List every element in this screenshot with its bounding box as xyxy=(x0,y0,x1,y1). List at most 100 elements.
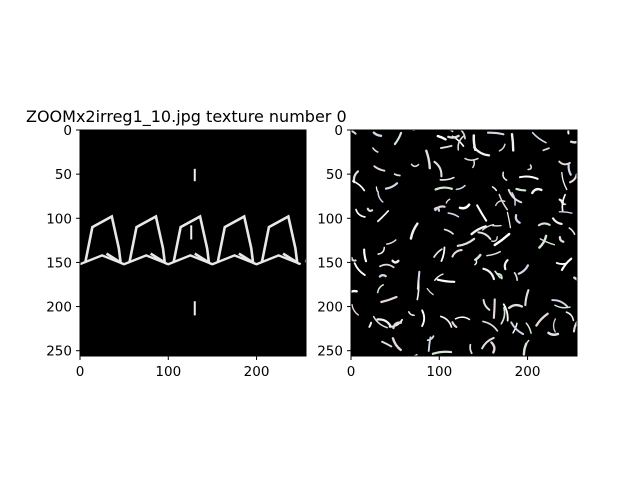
x-tick-label: 100 xyxy=(155,364,181,380)
y-tick-label: 0 xyxy=(63,123,72,139)
texture-stroke xyxy=(481,223,495,231)
left-image-image xyxy=(80,130,306,356)
texture-stroke xyxy=(502,303,509,322)
texture-stroke xyxy=(372,315,388,329)
texture-stroke xyxy=(477,231,492,240)
right-image-panel: 0 100 200 0 50 100 150 200 250 xyxy=(317,123,578,380)
texture-stroke xyxy=(447,212,460,218)
y-tick-label: 200 xyxy=(317,300,343,316)
texture-stroke xyxy=(381,340,393,348)
texture-stroke xyxy=(366,207,374,212)
texture-stroke xyxy=(514,214,521,224)
right-image-frame xyxy=(350,129,578,357)
left-image-panel: 0 100 200 0 50 100 150 200 250 xyxy=(46,123,307,380)
texture-stroke xyxy=(507,303,524,310)
texture-stroke xyxy=(385,239,397,245)
texture-stroke xyxy=(560,257,573,271)
texture-stroke xyxy=(531,131,547,144)
y-tick-label: 150 xyxy=(46,255,72,271)
x-tick-label: 100 xyxy=(426,364,452,380)
texture-stroke xyxy=(455,184,466,191)
texture-stroke xyxy=(363,248,368,263)
texture-stroke xyxy=(518,175,539,180)
texture-stroke xyxy=(567,163,572,176)
texture-stroke xyxy=(434,186,453,191)
figure-title: ZOOMx2irreg1_10.jpg texture number 0 xyxy=(26,107,347,127)
texture-stroke xyxy=(500,306,506,325)
texture-stroke xyxy=(443,228,454,235)
texture-stroke xyxy=(482,320,499,332)
texture-stroke xyxy=(522,342,528,356)
texture-stroke xyxy=(392,321,403,330)
texture-stroke xyxy=(542,147,550,152)
texture-stroke xyxy=(426,335,435,342)
right-image-texture xyxy=(351,130,577,356)
x-tick-label: 200 xyxy=(244,364,270,380)
texture-stroke xyxy=(434,205,446,212)
texture-stroke xyxy=(378,274,387,278)
texture-stroke xyxy=(377,210,390,223)
texture-stroke xyxy=(433,160,443,178)
texture-stroke xyxy=(375,186,379,193)
texture-stroke xyxy=(458,203,471,210)
x-tick-label: 0 xyxy=(347,364,356,380)
texture-stroke xyxy=(558,211,573,214)
texture-stroke xyxy=(351,256,357,262)
texture-stroke xyxy=(464,157,479,161)
wave-line xyxy=(80,254,302,266)
texture-stroke xyxy=(373,165,386,172)
texture-stroke xyxy=(513,271,519,282)
texture-stroke xyxy=(353,262,366,276)
x-tick-label: 0 xyxy=(76,364,85,380)
left-image-texture xyxy=(80,168,306,316)
texture-stroke xyxy=(393,131,403,146)
texture-stroke xyxy=(436,278,456,283)
texture-stroke xyxy=(456,237,476,247)
texture-stroke xyxy=(554,304,571,309)
texture-stroke xyxy=(503,259,509,271)
texture-stroke xyxy=(425,149,432,170)
texture-stroke xyxy=(506,211,512,229)
texture-stroke xyxy=(368,321,373,328)
texture-stroke xyxy=(493,232,511,247)
texture-stroke xyxy=(490,236,498,242)
texture-stroke xyxy=(372,131,383,138)
y-tick-label: 50 xyxy=(55,167,72,183)
texture-stroke xyxy=(433,206,441,212)
texture-stroke xyxy=(447,134,460,139)
texture-stroke xyxy=(351,303,359,316)
texture-stroke xyxy=(567,130,570,135)
texture-stroke xyxy=(426,287,434,296)
texture-stroke xyxy=(510,132,515,152)
texture-stroke xyxy=(377,190,384,203)
texture-stroke xyxy=(482,298,491,311)
texture-stroke xyxy=(555,262,567,265)
texture-stroke xyxy=(472,159,476,169)
texture-stroke xyxy=(372,147,379,153)
left-image-frame xyxy=(79,129,307,357)
texture-stroke xyxy=(573,276,577,281)
texture-stroke xyxy=(569,173,577,184)
y-tick-label: 100 xyxy=(317,211,343,227)
texture-stroke xyxy=(445,198,451,204)
texture-stroke xyxy=(427,336,432,352)
texture-stroke xyxy=(491,186,498,192)
x-tick-label: 200 xyxy=(515,364,541,380)
texture-stroke xyxy=(469,343,473,355)
texture-stroke xyxy=(524,289,530,307)
texture-stroke xyxy=(568,227,576,236)
y-tick-label: 0 xyxy=(334,123,343,139)
texture-stroke xyxy=(391,337,402,352)
y-tick-label: 50 xyxy=(326,167,343,183)
texture-stroke xyxy=(351,180,366,192)
texture-stroke xyxy=(379,263,395,269)
texture-stroke xyxy=(537,222,551,227)
texture-stroke xyxy=(538,234,548,249)
texture-stroke xyxy=(551,217,563,226)
texture-stroke xyxy=(457,135,465,151)
y-tick-label: 150 xyxy=(317,255,343,271)
texture-stroke xyxy=(476,204,488,222)
texture-stroke xyxy=(351,130,357,135)
texture-stroke xyxy=(454,316,471,321)
